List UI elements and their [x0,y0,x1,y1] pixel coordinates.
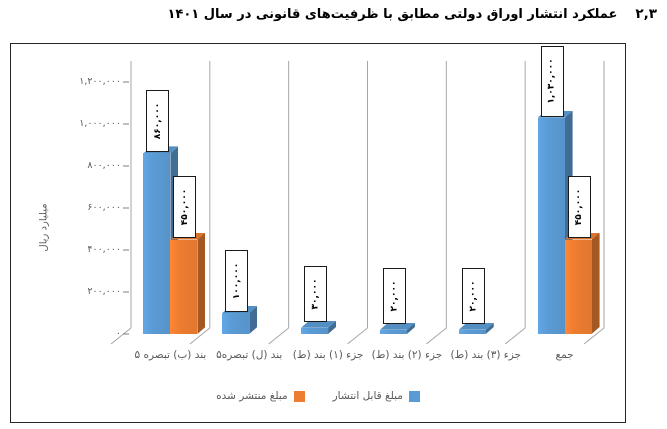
bar-issuable-2 [222,313,250,334]
x-axis-category-label: بند (ل) تبصره۵ [216,349,283,361]
legend-label: مبلغ منتشر شده [216,390,288,402]
bar-issuable-3 [301,327,329,334]
bar-issued-1 [170,239,198,334]
bar-value-label: ۱۰۰,۰۰۰ [225,249,249,312]
bar-issued-6-side-face [591,232,600,334]
axis-grid-lines [110,61,605,345]
bar-value-label: ۸۶۰,۰۰۰ [146,90,170,153]
bar-value-label: ۴۵۰,۰۰۰ [173,176,197,239]
bar-issuable-5-top-face [458,322,494,330]
y-axis-tick-label: ۰ [115,328,121,339]
x-axis-category-label: جزء (۱) بند (ط) [292,349,364,361]
bar-issued-1-side-face [197,232,206,334]
y-axis-title: میلیارد ریال [38,202,50,252]
x-axis-category-label: جزء (۲) بند (ط) [371,349,443,361]
bar-issuable-2-side-face [249,306,258,334]
bar-issuable-5-side-face [485,322,494,334]
bar-issuable-4-side-face [406,322,415,334]
legend-item-issuable: مبلغ قابل انتشار [333,390,420,402]
y-axis-tick-label: ۴۰۰,۰۰۰ [87,244,121,255]
legend-swatch-issued [293,390,305,402]
section-title-text: عملکرد انتشار اوراق دولتی مطابق با ظرفیت… [167,7,618,22]
bar-value-label: ۴۵۰,۰۰۰ [567,176,591,239]
x-axis-category-label: جمع [555,349,574,361]
y-axis-tick-label: ۸۰۰,۰۰۰ [87,160,121,171]
chart-frame: ۰ ۲۰۰,۰۰۰ ۴۰۰,۰۰۰ ۶۰۰,۰۰۰ ۸۰۰,۰۰۰ ۱,۰۰۰,۰۰۰ ۱,… [10,43,626,423]
y-axis-tick-label: ۶۰۰,۰۰۰ [87,202,121,213]
legend-swatch-issuable [408,390,420,402]
x-axis-category-label: بند (ب) تبصره ۵ [134,349,207,361]
y-axis-tick-label: ۲۰۰,۰۰۰ [87,286,121,297]
section-title: ۲,۳ عملکرد انتشار اوراق دولتی مطابق با ظر… [167,6,657,22]
bar-issuable-6 [537,117,565,334]
bar-issuable-5 [458,329,486,334]
bar-issuable-3-side-face [328,320,337,334]
y-axis-tick-label: ۱,۰۰۰,۰۰۰ [79,118,121,129]
bar-issued-6 [564,239,592,334]
plot-area: ۰ ۲۰۰,۰۰۰ ۴۰۰,۰۰۰ ۶۰۰,۰۰۰ ۸۰۰,۰۰۰ ۱,۰۰۰,۰۰۰ ۱,… [11,44,625,422]
legend-item-issued: مبلغ منتشر شده [216,390,305,402]
y-axis-tick-label: ۱,۲۰۰,۰۰۰ [79,76,121,87]
legend-label: مبلغ قابل انتشار [332,390,403,402]
bar-issuable-1 [143,153,171,334]
bar-issuable-4-top-face [379,322,415,330]
section-number: ۲,۳ [635,6,657,22]
legend: مبلغ قابل انتشار مبلغ منتشر شده [11,386,625,406]
bar-value-label: ۲۰,۰۰۰ [382,268,406,324]
x-axis-category-label: جزء (۳) بند (ط) [450,349,522,361]
bar-issuable-4 [379,329,407,334]
bar-value-label: ۳۰,۰۰۰ [304,265,328,322]
bar-value-label: ۲۰,۰۰۰ [461,268,485,324]
bar-issuable-3-top-face [301,320,337,328]
bar-value-label: ۱,۰۳۰,۰۰۰ [540,46,564,117]
